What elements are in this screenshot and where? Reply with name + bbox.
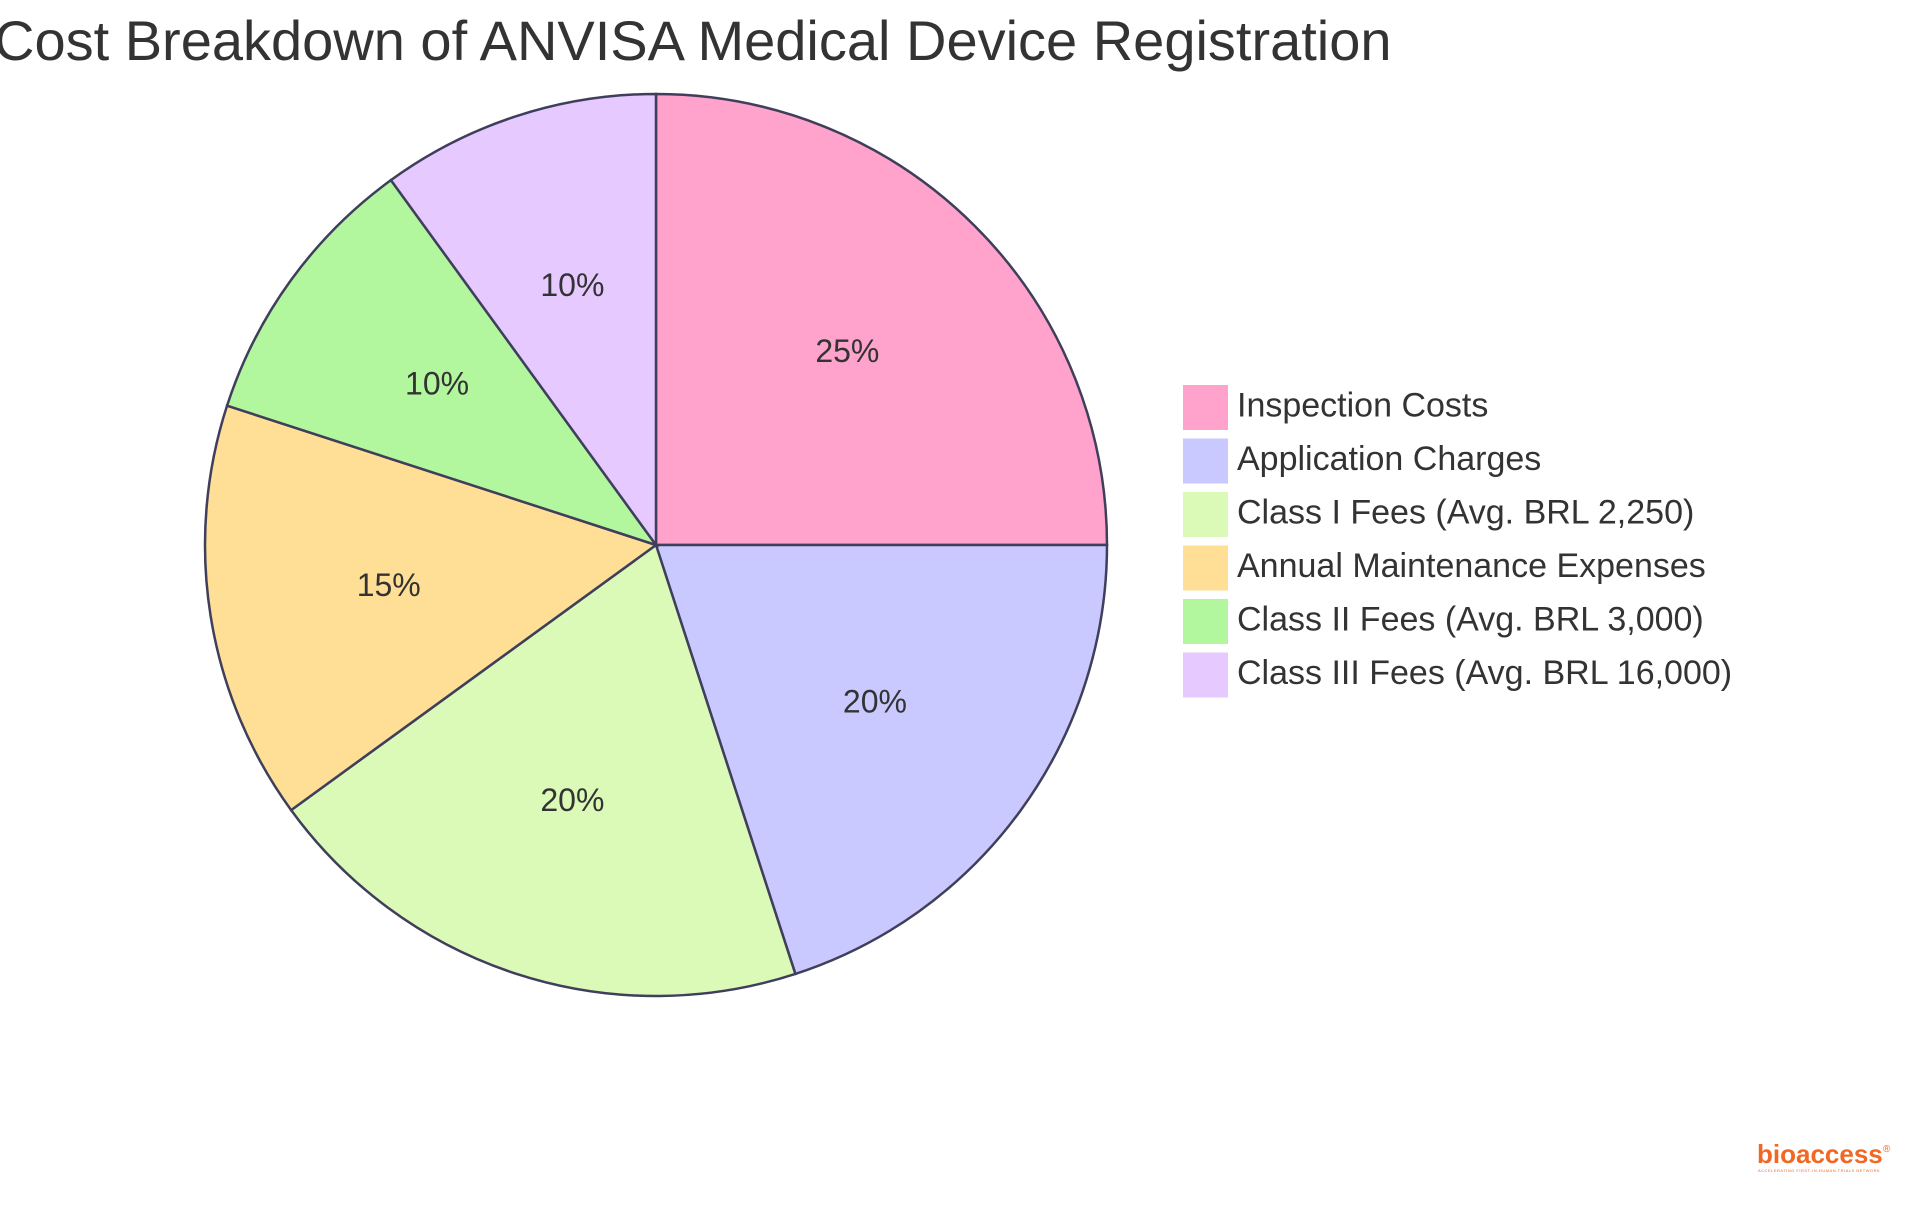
legend-swatch-3 [1183, 492, 1228, 537]
pie-slice-4 [203, 404, 659, 812]
slice-labels: 25% 20% 20% 15% 10% 10% [357, 267, 907, 818]
legend-label-3: Class I Fees (Avg. BRL 2,250) [1237, 493, 1694, 531]
slice-value-label-4: 15% [357, 567, 421, 603]
pie-slice-1 [654, 92, 1109, 547]
legend-label-1: Inspection Costs [1237, 386, 1488, 424]
pie-slice-2 [654, 543, 1109, 976]
legend-label-4: Annual Maintenance Expenses [1237, 547, 1706, 585]
logo-text: bioaccess [1757, 1139, 1883, 1169]
bioaccess-logo: bioaccess ® ACCELERATING FIRST-IN-HUMAN … [1757, 1139, 1891, 1173]
legend-swatch-1 [1183, 385, 1228, 430]
slice-value-label-5: 10% [405, 365, 469, 401]
slice-value-label-3: 20% [540, 782, 604, 818]
legend-label-2: Application Charges [1237, 440, 1541, 478]
logo-registered-mark: ® [1883, 1144, 1891, 1155]
pie-slice-3 [289, 542, 797, 998]
legend: Inspection Costs Application Charges Class… [1183, 385, 1732, 698]
chart-title: Cost Breakdown of ANVISA Medical Device … [0, 9, 1392, 72]
legend-label-5: Class II Fees (Avg. BRL 3,000) [1237, 600, 1704, 638]
legend-swatch-2 [1183, 438, 1228, 484]
legend-label-6: Class III Fees (Avg. BRL 16,000) [1237, 654, 1732, 692]
logo-tagline: ACCELERATING FIRST-IN-HUMAN TRIALS NETWO… [1758, 1168, 1880, 1173]
slice-value-label-1: 25% [815, 333, 879, 369]
slice-value-label-2: 20% [843, 684, 907, 720]
slice-value-label-6: 10% [540, 267, 604, 303]
pie-slices [203, 92, 1109, 998]
legend-swatch-5 [1183, 599, 1228, 644]
pie-slice-5 [225, 178, 660, 548]
pie-slice-6 [389, 92, 658, 549]
legend-swatch-6 [1183, 652, 1228, 698]
legend-swatch-4 [1183, 545, 1228, 591]
